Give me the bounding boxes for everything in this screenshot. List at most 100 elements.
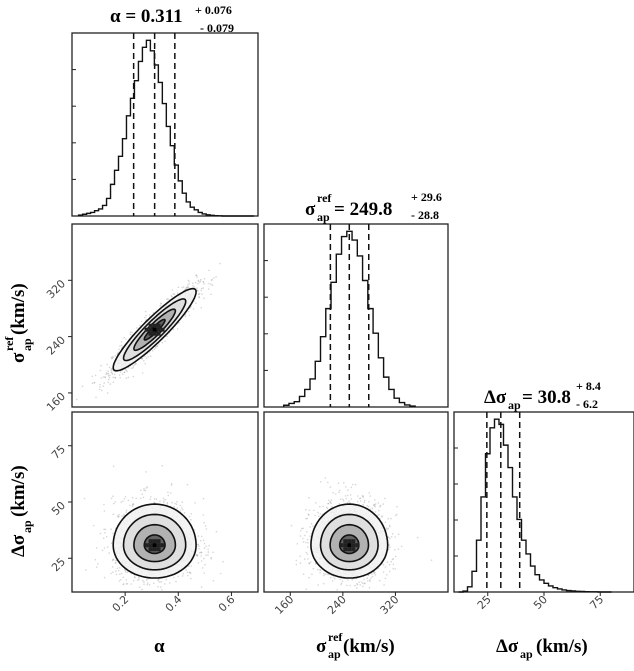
- density-delta-sigma-vs-alpha-point: [196, 554, 198, 557]
- density-delta-sigma-vs-alpha-point: [130, 583, 132, 585]
- density-delta-sigma-vs-sigma-ref-point: [309, 561, 312, 563]
- density-sigma-ref-vs-alpha-point: [95, 396, 97, 399]
- density-delta-sigma-vs-alpha-point: [197, 562, 200, 564]
- density-delta-sigma-vs-alpha-point: [131, 505, 134, 508]
- density-delta-sigma-vs-alpha-point: [204, 564, 206, 566]
- density-sigma-ref-vs-alpha-point: [143, 359, 145, 362]
- density-delta-sigma-vs-alpha-point: [138, 578, 140, 581]
- density-sigma-ref-vs-alpha-point: [114, 376, 116, 379]
- density-delta-sigma-vs-sigma-ref-point: [377, 502, 380, 504]
- density-sigma-ref-vs-alpha-point: [147, 355, 149, 358]
- density-sigma-ref-vs-alpha-point: [156, 345, 159, 347]
- density-sigma-ref-vs-alpha-point: [129, 333, 132, 336]
- density-delta-sigma-vs-sigma-ref-point: [347, 489, 349, 491]
- density-sigma-ref-vs-alpha-point: [112, 381, 115, 384]
- density-delta-sigma-vs-alpha-point: [170, 492, 172, 494]
- density-delta-sigma-vs-sigma-ref-point: [389, 546, 391, 549]
- density-sigma-ref-vs-alpha-point: [145, 357, 148, 360]
- density-delta-sigma-vs-sigma-ref-point: [327, 573, 329, 576]
- density-delta-sigma-vs-sigma-ref-point: [379, 504, 382, 507]
- density-sigma-ref-vs-alpha-point: [132, 375, 135, 378]
- density-sigma-ref-vs-alpha-point: [135, 362, 137, 365]
- density-sigma-ref-vs-alpha-point: [127, 376, 130, 379]
- density-delta-sigma-vs-alpha-point: [146, 582, 149, 584]
- density-delta-sigma-vs-sigma-ref-point: [354, 584, 356, 587]
- density-delta-sigma-vs-sigma-ref-point: [349, 584, 351, 587]
- density-delta-sigma-vs-alpha-point: [122, 583, 125, 586]
- density-delta-sigma-vs-sigma-ref-point: [308, 562, 311, 565]
- density-sigma-ref-vs-alpha-point: [197, 279, 200, 282]
- density-sigma-ref-vs-alpha-point: [144, 316, 146, 319]
- density-delta-sigma-vs-alpha-point: [114, 501, 116, 503]
- density-delta-sigma-vs-alpha-point: [123, 513, 125, 516]
- density-sigma-ref-vs-alpha-point: [155, 347, 157, 349]
- density-sigma-ref-vs-alpha-point: [166, 298, 168, 301]
- density-sigma-ref-vs-alpha-point: [94, 374, 97, 377]
- density-delta-sigma-vs-sigma-ref-point: [360, 581, 363, 583]
- density-delta-sigma-vs-alpha-point: [132, 503, 134, 506]
- xaxis-delta-sigma-tick-label: 25: [475, 593, 494, 612]
- density-sigma-ref-vs-alpha-point: [155, 345, 157, 348]
- density-delta-sigma-vs-alpha-point: [199, 551, 201, 554]
- density-sigma-ref-vs-alpha-point: [109, 374, 111, 377]
- density-delta-sigma-vs-alpha-point: [123, 583, 125, 585]
- density-sigma-ref-vs-alpha-point: [145, 314, 147, 317]
- yaxis-delta-sigma-tick-label: 75: [49, 443, 68, 462]
- density-delta-sigma-vs-sigma-ref-point: [391, 533, 394, 535]
- density-sigma-ref-vs-alpha-point: [123, 371, 125, 374]
- density-delta-sigma-vs-sigma-ref-point: [308, 509, 311, 512]
- density-delta-sigma-vs-alpha-point: [103, 528, 105, 531]
- density-delta-sigma-vs-sigma-ref-point: [388, 524, 391, 527]
- density-sigma-ref-vs-alpha-point: [161, 341, 164, 344]
- density-delta-sigma-vs-sigma-ref-point: [314, 514, 316, 517]
- density-delta-sigma-vs-alpha-point: [203, 547, 206, 549]
- density-delta-sigma-vs-sigma-ref-point: [329, 501, 331, 504]
- density-sigma-ref-vs-alpha-point: [130, 367, 133, 370]
- density-sigma-ref-vs-alpha-point: [119, 345, 121, 347]
- yaxis-sigma-ref-tick-label: 320: [44, 277, 68, 301]
- density-delta-sigma-vs-alpha-point: [190, 565, 192, 567]
- density-delta-sigma-vs-alpha-point: [210, 557, 213, 560]
- density-sigma-ref-vs-alpha-point: [208, 269, 210, 272]
- density-delta-sigma-vs-sigma-ref-point: [323, 572, 325, 575]
- density-sigma-ref-vs-alpha-point: [107, 372, 110, 375]
- density-sigma-ref-vs-alpha-point: [123, 336, 125, 339]
- density-delta-sigma-vs-sigma-ref-point: [340, 582, 343, 584]
- hist-sigma-ref-step: [283, 230, 416, 407]
- density-sigma-ref-vs-alpha-point: [118, 348, 120, 351]
- density-delta-sigma-vs-sigma-ref-point: [311, 573, 313, 575]
- density-sigma-ref-vs-alpha-point: [120, 344, 123, 347]
- density-delta-sigma-vs-alpha-core-cell: [156, 543, 161, 548]
- density-sigma-ref-vs-alpha-point: [188, 314, 190, 317]
- density-delta-sigma-vs-sigma-ref-point: [374, 503, 377, 505]
- density-delta-sigma-vs-alpha-point: [203, 557, 205, 560]
- density-delta-sigma-vs-alpha-point: [143, 489, 145, 492]
- hist-alpha-step: [77, 39, 255, 217]
- density-delta-sigma-vs-alpha-point: [123, 498, 126, 500]
- density-delta-sigma-vs-sigma-ref-point: [363, 501, 366, 504]
- density-sigma-ref-vs-alpha-point: [200, 307, 202, 309]
- density-sigma-ref-vs-alpha-point: [144, 355, 146, 358]
- density-delta-sigma-vs-alpha-core-cell: [152, 547, 157, 552]
- density-delta-sigma-vs-alpha: [83, 464, 224, 591]
- density-sigma-ref-vs-alpha-point: [203, 297, 205, 300]
- density-delta-sigma-vs-alpha-point: [194, 502, 196, 504]
- density-delta-sigma-vs-sigma-ref-point: [369, 508, 372, 511]
- density-delta-sigma-vs-alpha-point: [124, 569, 127, 572]
- density-delta-sigma-vs-alpha-point: [189, 572, 192, 574]
- density-delta-sigma-vs-alpha-core-cell: [160, 543, 165, 548]
- density-delta-sigma-vs-alpha-point: [190, 577, 192, 580]
- density-delta-sigma-vs-sigma-ref-point: [368, 501, 370, 503]
- yaxis-sigma-ref-tick-label: 240: [44, 334, 68, 358]
- density-delta-sigma-vs-sigma-ref-point: [346, 584, 348, 587]
- density-sigma-ref-vs-alpha-point: [203, 283, 205, 285]
- density-delta-sigma-vs-alpha-point: [203, 542, 206, 545]
- density-delta-sigma-vs-sigma-ref-point: [394, 568, 397, 570]
- density-sigma-ref-vs-alpha-point: [104, 376, 106, 378]
- density-delta-sigma-vs-sigma-ref-point: [312, 567, 315, 570]
- density-sigma-ref-vs-alpha-point: [114, 355, 117, 357]
- density-delta-sigma-vs-sigma-ref-point: [306, 553, 309, 555]
- density-delta-sigma-vs-alpha-point: [117, 569, 120, 572]
- density-delta-sigma-vs-sigma-ref-core-cell: [351, 539, 356, 544]
- density-delta-sigma-vs-alpha-point: [111, 566, 114, 568]
